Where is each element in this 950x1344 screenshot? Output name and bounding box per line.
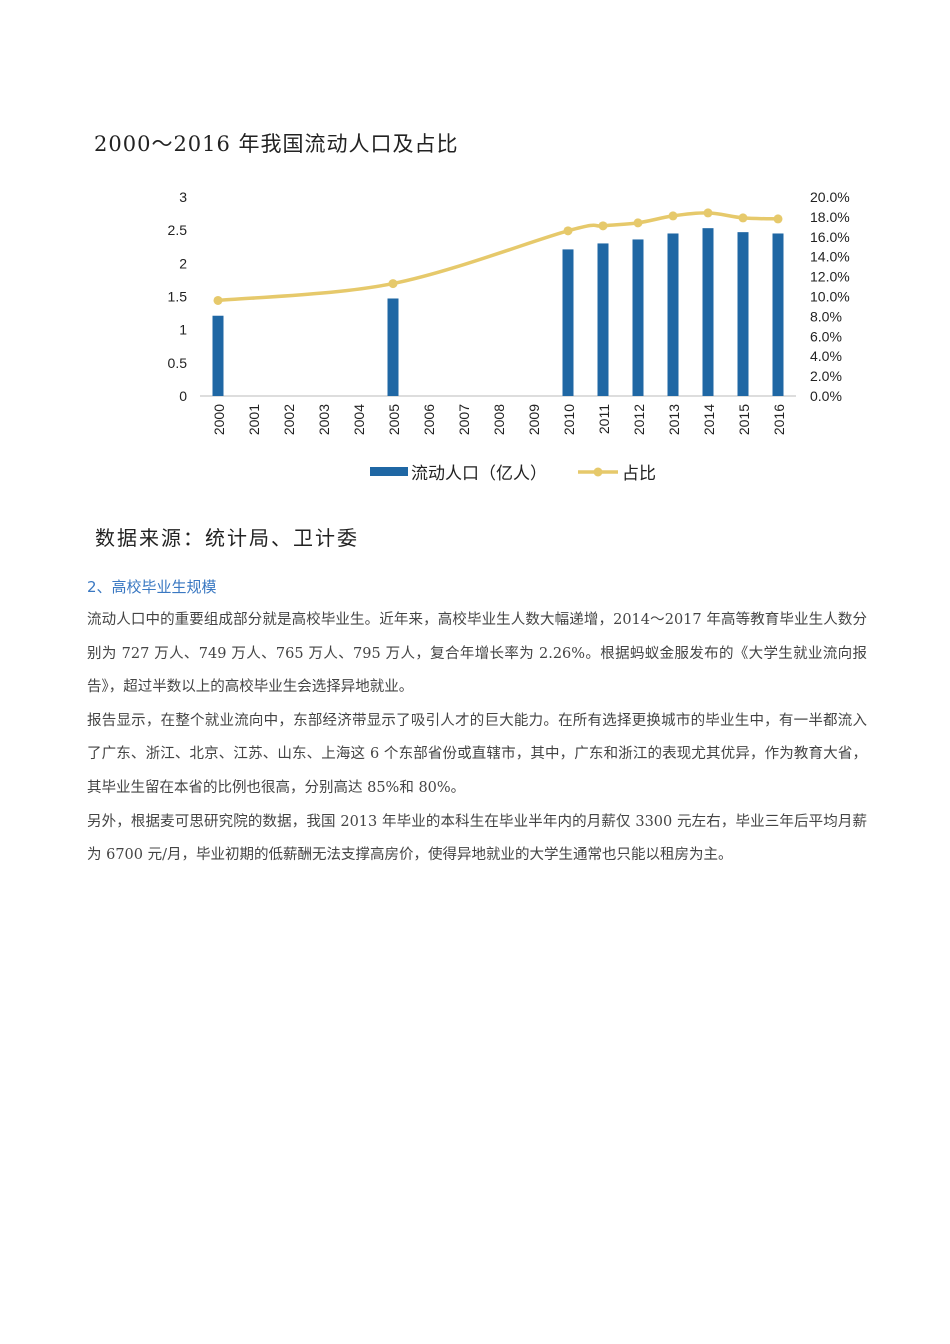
x-tick-label: 2014 xyxy=(701,404,717,435)
x-tick-label: 2016 xyxy=(771,404,787,435)
bar xyxy=(597,243,609,396)
x-tick-label: 2012 xyxy=(631,404,647,435)
x-tick-label: 2013 xyxy=(666,404,682,435)
x-tick-label: 2009 xyxy=(526,404,542,435)
section-heading: 2、高校毕业生规模 xyxy=(87,578,217,596)
x-tick-label: 2007 xyxy=(456,404,472,435)
x-tick-label: 2002 xyxy=(281,404,297,435)
data-source: 数据来源：统计局、卫计委 xyxy=(95,526,359,550)
legend-line-marker xyxy=(593,467,603,477)
population-chart: 0 0.5 1 1.5 2 2.5 3 0.0% 2.0% 4.0% 6.0% 8.0% 10.0% 12… xyxy=(168,189,850,483)
left-tick-label: 3 xyxy=(179,189,187,205)
paragraph: 流动人口中的重要组成部分就是高校毕业生。近年来，高校毕业生人数大幅递增，2014… xyxy=(87,612,867,696)
right-tick-label: 10.0% xyxy=(810,289,850,305)
bar xyxy=(212,315,224,396)
ratio-point xyxy=(668,211,678,221)
bar xyxy=(667,233,679,396)
bar xyxy=(772,233,784,396)
x-tick-label: 2001 xyxy=(246,404,262,435)
right-tick-label: 12.0% xyxy=(810,269,850,285)
left-tick-label: 1.5 xyxy=(168,289,188,305)
ratio-line xyxy=(217,211,779,303)
paragraph: 报告显示，在整个就业流向中，东部经济带显示了吸引人才的巨大能力。在所有选择更换城… xyxy=(87,712,867,796)
x-tick-label: 2005 xyxy=(386,404,402,435)
bar xyxy=(387,298,399,396)
right-tick-label: 4.0% xyxy=(810,348,842,364)
legend-label-ratio: 占比 xyxy=(622,464,656,483)
x-tick-label: 2006 xyxy=(421,404,437,435)
figure-title: 2000～2016 年我国流动人口及占比 xyxy=(94,132,459,156)
left-tick-label: 0 xyxy=(179,388,187,404)
legend-bar-swatch xyxy=(370,467,408,476)
ratio-point xyxy=(213,295,223,305)
ratio-point xyxy=(563,226,573,236)
right-tick-label: 20.0% xyxy=(810,189,850,205)
x-tick-label: 2010 xyxy=(561,404,577,435)
ratio-point xyxy=(703,208,713,218)
x-tick-label: 2003 xyxy=(316,404,332,435)
x-tick-label: 2004 xyxy=(351,404,367,435)
left-tick-label: 2 xyxy=(179,255,187,271)
bar xyxy=(737,232,749,396)
bar xyxy=(562,249,574,396)
left-tick-label: 2.5 xyxy=(168,222,188,238)
paragraph: 另外，根据麦可思研究院的数据，我国 2013 年毕业的本科生在毕业半年内的月薪仅… xyxy=(87,813,867,864)
right-tick-label: 2.0% xyxy=(810,368,842,384)
body-text: 流动人口中的重要组成部分就是高校毕业生。近年来，高校毕业生人数大幅递增，2014… xyxy=(87,604,867,873)
right-tick-label: 14.0% xyxy=(810,249,850,265)
left-tick-label: 1 xyxy=(179,322,187,338)
ratio-point xyxy=(388,279,398,289)
bar xyxy=(702,228,714,396)
ratio-point xyxy=(738,213,748,223)
ratio-point xyxy=(598,221,608,231)
ratio-point xyxy=(633,218,643,228)
x-tick-label: 2000 xyxy=(211,404,227,435)
x-tick-label: 2011 xyxy=(596,404,612,434)
bar xyxy=(632,239,644,396)
right-tick-label: 6.0% xyxy=(810,328,842,344)
left-tick-label: 0.5 xyxy=(168,355,188,371)
legend-label-population: 流动人口（亿人） xyxy=(411,464,547,483)
ratio-point xyxy=(773,214,783,224)
x-tick-label: 2015 xyxy=(736,404,752,435)
right-tick-label: 18.0% xyxy=(810,209,850,225)
right-tick-label: 8.0% xyxy=(810,308,842,324)
right-tick-label: 0.0% xyxy=(810,388,842,404)
x-tick-label: 2008 xyxy=(491,404,507,435)
right-tick-label: 16.0% xyxy=(810,229,850,245)
